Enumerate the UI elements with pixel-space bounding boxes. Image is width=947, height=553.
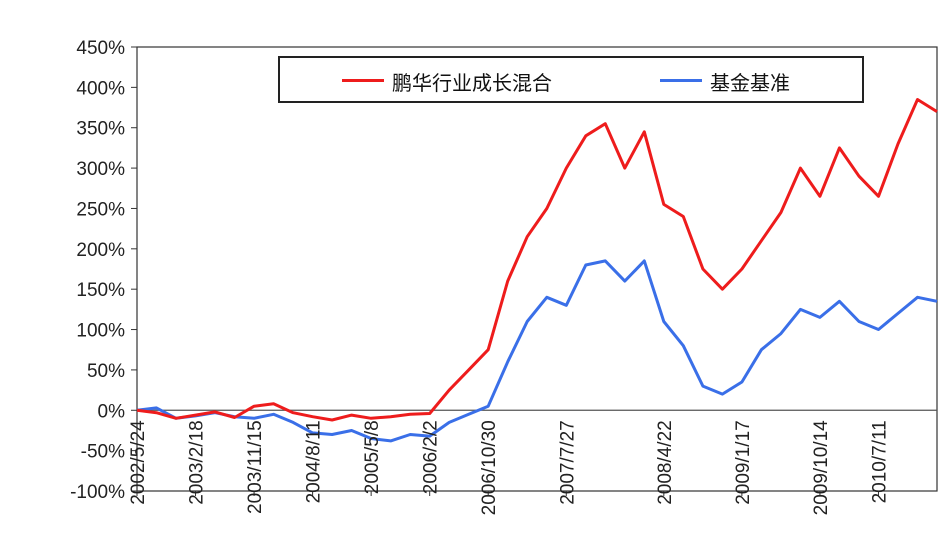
legend: 鹏华行业成长混合 基金基准	[278, 56, 864, 103]
x-tick-label: 2009/10/14	[811, 420, 832, 516]
x-tick-label: 2007/7/27	[557, 420, 578, 505]
y-tick-label: 150%	[76, 280, 125, 301]
y-tick-label: 50%	[87, 361, 125, 382]
benchmark-series-line	[136, 259, 938, 443]
x-tick-label: 2006/2/2	[421, 420, 442, 494]
legend-label-benchmark: 基金基准	[710, 71, 790, 95]
plot-area-frame	[136, 46, 938, 492]
legend-swatch-benchmark	[660, 79, 702, 82]
x-tick-label: 2002/5/24	[128, 420, 149, 505]
legend-swatch-fund	[342, 79, 384, 82]
x-tick-label: 2010/7/11	[869, 420, 890, 503]
y-tick-label: 100%	[76, 321, 125, 342]
y-tick-label: -100%	[70, 482, 125, 503]
y-tick-label: 0%	[98, 401, 126, 422]
x-tick-label: 2006/10/30	[479, 420, 500, 515]
y-tick-label: 450%	[76, 38, 125, 59]
x-tick-label: 2005/5/8	[362, 420, 383, 494]
y-tick-label: 300%	[76, 159, 125, 180]
x-tick-label: 2004/8/11	[304, 420, 325, 503]
fund-series-line	[136, 98, 938, 422]
y-tick-label: 350%	[76, 119, 125, 140]
x-tick-label: 2003/11/15	[245, 420, 266, 514]
x-tick-label: 2009/1/17	[733, 420, 754, 505]
y-tick-label: 250%	[76, 199, 125, 220]
x-tick-label: 2003/2/18	[187, 420, 208, 505]
x-tick-label: 2008/4/22	[655, 420, 676, 505]
y-tick-label: -50%	[81, 442, 125, 463]
y-tick-label: 200%	[76, 240, 125, 261]
y-tick-label: 400%	[76, 78, 125, 99]
legend-label-fund: 鹏华行业成长混合	[392, 71, 552, 95]
